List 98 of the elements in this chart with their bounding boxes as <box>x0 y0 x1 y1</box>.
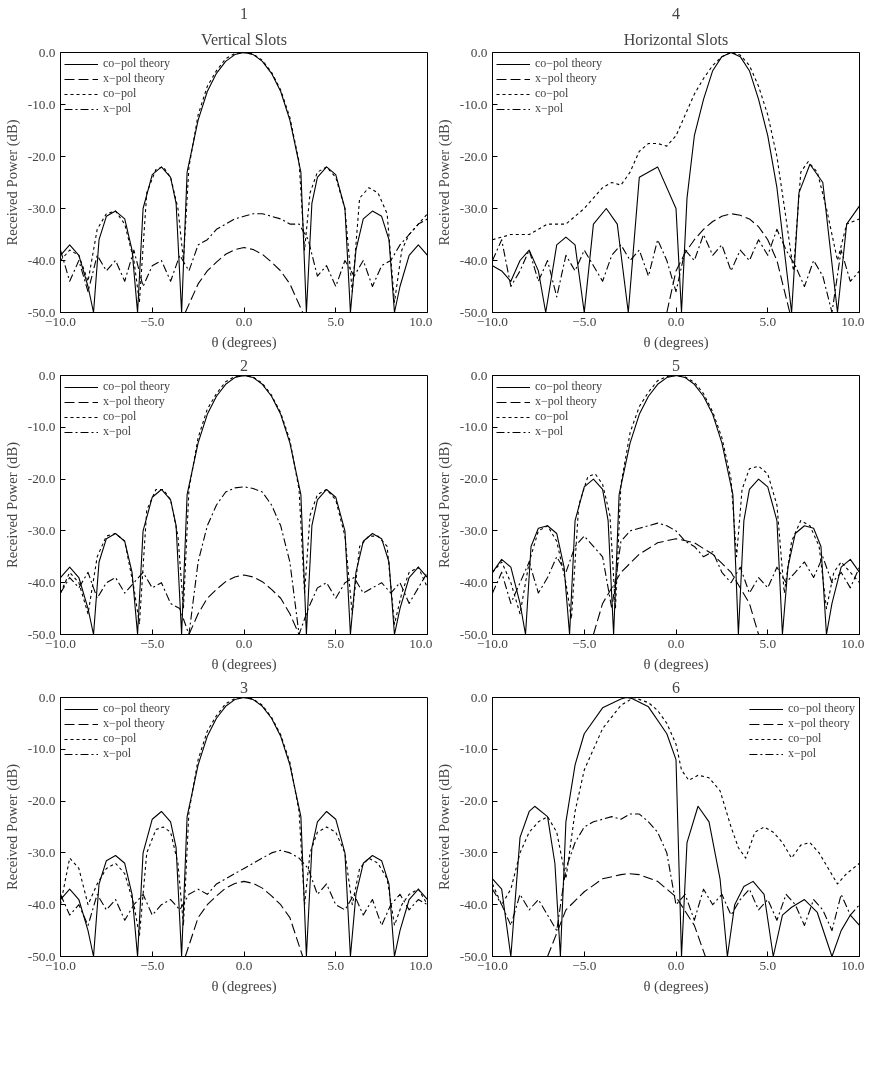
x-tick-label: 0.0 <box>667 635 685 651</box>
legend-label: x−pol <box>787 746 817 761</box>
x-tick-label: −5.0 <box>572 957 597 973</box>
y-axis-title: Received Power (dB) <box>3 763 21 891</box>
y-tick-label: -20.0 <box>459 471 488 487</box>
x-tick-label: −5.0 <box>140 635 165 651</box>
legend-label: x−pol theory <box>535 394 597 409</box>
chart-subtitle: 4 <box>672 4 680 22</box>
y-tick-label: -20.0 <box>459 793 488 809</box>
x-tick-label: 0.0 <box>235 635 253 651</box>
legend-label: co−pol theory <box>103 701 171 716</box>
y-tick-label: -40.0 <box>459 574 488 590</box>
y-tick-label: -10.0 <box>459 419 488 435</box>
y-tick-label: -40.0 <box>27 252 56 268</box>
x-tick-label: −5.0 <box>140 957 165 973</box>
y-tick-label: 0.0 <box>470 367 488 383</box>
y-tick-label: -40.0 <box>27 896 56 912</box>
y-tick-label: -30.0 <box>459 844 488 860</box>
legend-label: x−pol <box>103 101 132 116</box>
x-tick-label: −5.0 <box>572 313 597 329</box>
x-tick-label: 10.0 <box>841 635 865 651</box>
y-tick-label: -10.0 <box>27 419 56 435</box>
y-tick-label: -40.0 <box>459 896 488 912</box>
y-axis-title: Received Power (dB) <box>435 119 453 246</box>
x-tick-label: 5.0 <box>759 957 777 973</box>
chart-subtitle: 1 <box>240 4 248 22</box>
y-tick-label: -30.0 <box>27 200 56 216</box>
legend-label: co−pol theory <box>535 379 603 394</box>
x-axis-title: θ (degrees) <box>211 977 277 995</box>
x-tick-label: 5.0 <box>759 313 777 329</box>
legend-label: co−pol <box>535 409 569 424</box>
x-tick-label: 5.0 <box>327 635 345 651</box>
y-tick-label: -30.0 <box>27 844 56 860</box>
x-tick-label: −5.0 <box>140 313 165 329</box>
chart-title: Horizontal Slots <box>623 30 729 48</box>
y-tick-label: -30.0 <box>459 522 488 538</box>
y-tick-label: -20.0 <box>459 148 488 164</box>
legend-label: co−pol theory <box>103 56 171 71</box>
y-tick-label: 0.0 <box>38 44 56 60</box>
y-axis-title: Received Power (dB) <box>3 119 21 246</box>
y-axis-title: Received Power (dB) <box>435 763 453 891</box>
y-axis-title: Received Power (dB) <box>435 441 453 569</box>
y-tick-label: -30.0 <box>27 522 56 538</box>
x-axis-title: θ (degrees) <box>643 655 709 673</box>
legend-label: x−pol <box>103 746 132 761</box>
x-tick-label: −5.0 <box>572 635 597 651</box>
chart-title: 5 <box>672 356 680 374</box>
legend-label: x−pol theory <box>103 394 165 409</box>
x-axis-title: θ (degrees) <box>211 333 277 351</box>
x-axis-title: θ (degrees) <box>211 655 277 673</box>
y-tick-label: -20.0 <box>27 793 56 809</box>
y-tick-label: 0.0 <box>38 689 56 705</box>
legend-label: co−pol theory <box>535 56 603 71</box>
y-tick-label: -10.0 <box>459 96 488 112</box>
legend-label: x−pol theory <box>535 71 597 86</box>
legend-label: co−pol <box>103 86 137 101</box>
x-tick-label: 10.0 <box>841 957 865 973</box>
chart-title: 3 <box>240 678 248 696</box>
legend-label: co−pol <box>535 86 569 101</box>
y-tick-label: -30.0 <box>459 200 488 216</box>
x-axis-title: θ (degrees) <box>643 977 709 995</box>
x-tick-label: 10.0 <box>841 313 865 329</box>
y-tick-label: -10.0 <box>27 741 56 757</box>
y-tick-label: -10.0 <box>27 96 56 112</box>
legend-label: co−pol theory <box>787 701 855 716</box>
x-tick-label: 10.0 <box>409 313 433 329</box>
legend-label: x−pol <box>103 424 132 439</box>
x-axis-title: θ (degrees) <box>643 333 709 351</box>
legend-label: co−pol theory <box>103 379 171 394</box>
x-tick-label: 10.0 <box>409 957 433 973</box>
legend-label: x−pol <box>535 424 564 439</box>
y-tick-label: -10.0 <box>459 741 488 757</box>
y-tick-label: 0.0 <box>38 367 56 383</box>
chart-title: 6 <box>672 678 680 696</box>
legend-label: co−pol <box>103 731 137 746</box>
y-tick-label: -40.0 <box>459 252 488 268</box>
y-tick-label: -20.0 <box>27 471 56 487</box>
x-tick-label: 10.0 <box>409 635 433 651</box>
y-tick-label: -20.0 <box>27 148 56 164</box>
legend-label: co−pol <box>787 731 822 746</box>
y-tick-label: 0.0 <box>470 689 488 705</box>
x-tick-label: 0.0 <box>667 313 685 329</box>
x-tick-label: 0.0 <box>667 957 685 973</box>
chart-title: 2 <box>240 356 248 374</box>
y-tick-label: 0.0 <box>470 44 488 60</box>
legend-label: co−pol <box>103 409 137 424</box>
y-axis-title: Received Power (dB) <box>3 441 21 569</box>
x-tick-label: 5.0 <box>327 957 345 973</box>
x-tick-label: 5.0 <box>327 313 345 329</box>
x-tick-label: 0.0 <box>235 313 253 329</box>
legend-label: x−pol theory <box>103 716 165 731</box>
legend-label: x−pol theory <box>103 71 165 86</box>
x-tick-label: 0.0 <box>235 957 253 973</box>
x-tick-label: 5.0 <box>759 635 777 651</box>
legend-label: x−pol theory <box>787 716 850 731</box>
y-tick-label: -40.0 <box>27 574 56 590</box>
legend-label: x−pol <box>535 101 564 116</box>
chart-title: Vertical Slots <box>201 30 287 48</box>
